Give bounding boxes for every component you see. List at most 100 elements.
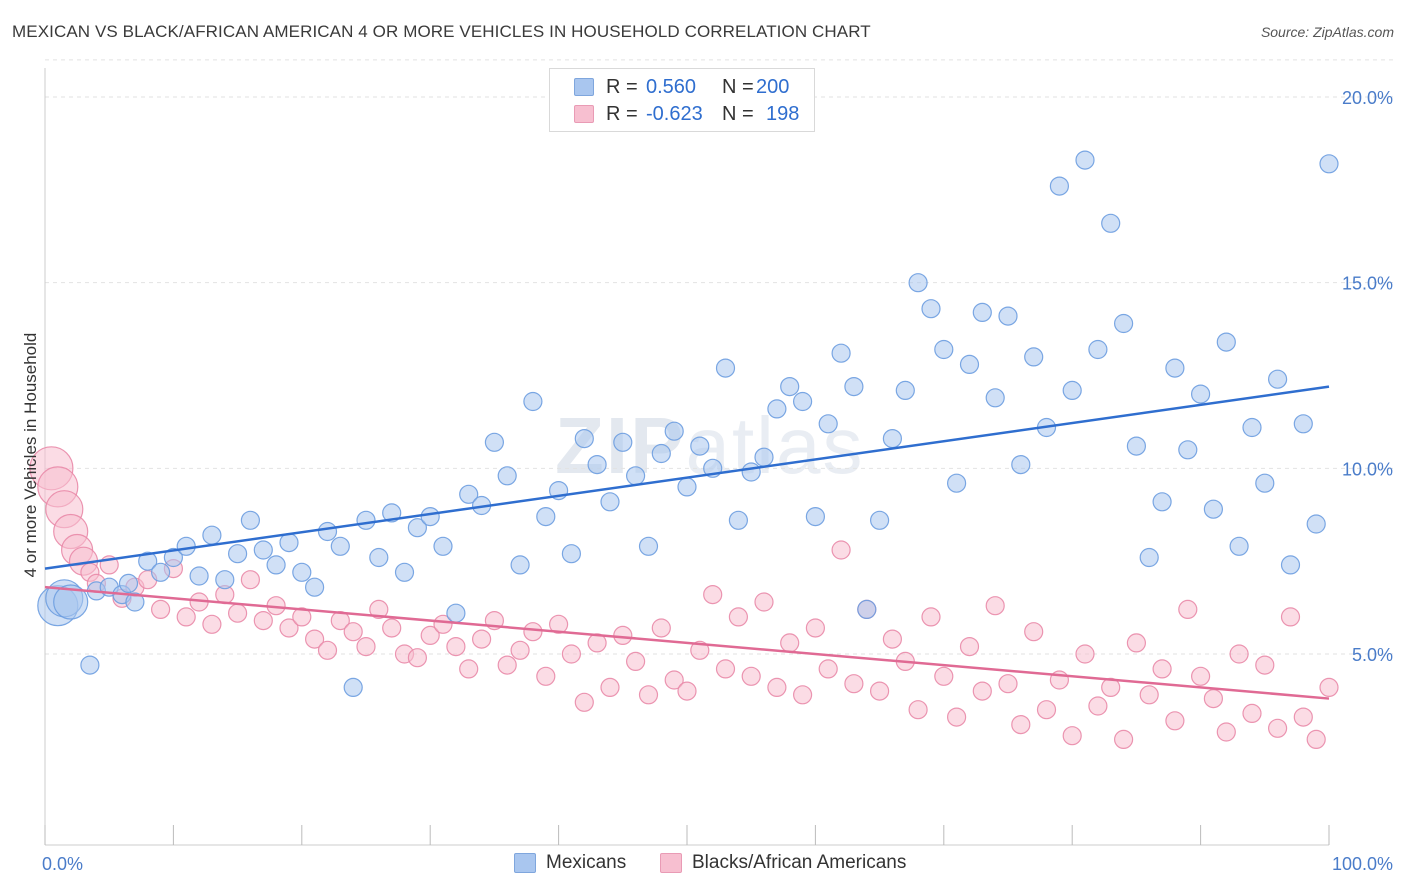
legend-swatch-blacks — [660, 853, 682, 873]
blacks-point — [1088, 696, 1108, 716]
source-note: Source: ZipAtlas.com — [1260, 24, 1394, 40]
blacks-point — [921, 607, 941, 627]
mexicans-point — [1101, 213, 1121, 233]
mexicans-point — [1203, 499, 1224, 519]
blacks-point — [548, 614, 569, 634]
mexicans-point — [574, 429, 594, 449]
mexicans-point — [305, 577, 325, 597]
mexicans-point — [600, 492, 620, 512]
mexicans-point — [767, 399, 787, 419]
mexicans-point — [1113, 313, 1134, 334]
blacks-point — [574, 692, 594, 712]
mexicans-point — [1139, 547, 1159, 568]
mexicans-point — [317, 521, 338, 542]
mexicans-point — [882, 429, 903, 449]
blacks-point — [1267, 718, 1288, 738]
mexicans-point — [536, 506, 556, 527]
legend-swatch-blacks — [574, 105, 594, 123]
mexicans-point — [1088, 339, 1108, 360]
mexicans-point — [869, 510, 890, 530]
blacks-point — [1255, 655, 1275, 675]
blacks-point — [613, 625, 633, 646]
legend-r-label: R = — [606, 102, 638, 125]
legend-row-mexicans: R = 0.560 N = 200 — [574, 75, 789, 99]
blacks-point — [998, 674, 1018, 694]
mexicans-point — [266, 555, 286, 575]
mexicans-point — [921, 299, 941, 319]
legend-row-blacks: R = -0.623 N = 198 — [574, 102, 799, 126]
grid — [45, 59, 1394, 655]
mexicans-point — [638, 536, 659, 556]
blacks-point — [1242, 703, 1262, 724]
mexicans-point — [690, 436, 710, 456]
blacks-point — [831, 540, 851, 560]
blacks-point — [1075, 644, 1095, 664]
mexicans-point — [715, 358, 736, 378]
y-tick-label: 10.0% — [1342, 459, 1393, 479]
mexicans-point — [118, 573, 139, 594]
series-legend: Mexicans Blacks/African Americans — [0, 852, 1406, 876]
mexicans-point — [959, 354, 980, 374]
mexicans-trend-line — [44, 385, 1330, 570]
blacks-point — [446, 636, 466, 657]
blacks-point — [1178, 599, 1198, 620]
blacks-point — [151, 599, 171, 620]
blacks-point — [561, 644, 582, 664]
mexicans-point — [1165, 358, 1185, 378]
blacks-point — [343, 622, 363, 642]
mexicans-point — [330, 536, 350, 556]
blacks-point — [1280, 607, 1301, 627]
mexicans-point — [754, 447, 774, 467]
blacks-point — [638, 685, 659, 705]
mexicans-point — [805, 506, 826, 527]
mexicans-point — [651, 443, 671, 464]
mexicans-point — [215, 570, 235, 590]
blacks-point — [407, 648, 427, 668]
axis-labels: 5.0% 10.0% 15.0% 20.0% 0.0% 100.0% 4 or more V… — [21, 88, 1393, 874]
correlation-legend: R = 0.560 N = 200 R = -0.623 N = 198 — [549, 68, 815, 132]
blacks-point — [934, 666, 954, 686]
blacks-point — [1229, 644, 1249, 664]
mexicans-point — [369, 547, 389, 568]
mexicans-point — [1280, 555, 1301, 575]
legend-swatch-mexicans — [514, 853, 536, 873]
legend-r-value: -0.623 — [646, 102, 703, 125]
blacks-point — [1062, 726, 1082, 746]
mexicans-point — [433, 536, 453, 556]
blacks-point — [1152, 659, 1172, 679]
mexicans-point — [895, 380, 915, 400]
mexicans-point — [176, 536, 196, 556]
legend-item-mexicans[interactable]: Mexicans — [514, 852, 626, 874]
y-tick-label: 20.0% — [1342, 88, 1393, 108]
blacks-point — [959, 636, 980, 657]
mexicans-point — [1267, 369, 1288, 389]
mexicans-point — [1178, 440, 1198, 460]
legend-n-label: N = — [722, 75, 754, 98]
blacks-point — [228, 603, 248, 623]
mexicans-point — [1024, 347, 1044, 367]
mexicans-point — [202, 525, 222, 545]
legend-swatch-mexicans — [574, 78, 594, 96]
mexicans-point — [1011, 455, 1031, 475]
blacks-point — [600, 677, 620, 698]
mexicans-point — [1216, 332, 1236, 352]
blacks-point — [1216, 722, 1236, 742]
legend-n-label: N = — [722, 102, 754, 125]
mexicans-point — [459, 484, 479, 504]
mexicans-point — [279, 532, 299, 553]
blacks-point — [625, 651, 646, 672]
blacks-point — [536, 666, 556, 686]
legend-label-mexicans: Mexicans — [546, 852, 627, 873]
blacks-point — [780, 633, 800, 653]
legend-item-blacks[interactable]: Blacks/African Americans — [660, 852, 906, 874]
blacks-point — [510, 640, 530, 660]
mexicans-point — [831, 343, 851, 363]
mexicans-point — [1190, 384, 1211, 404]
y-axis-title: 4 or more Vehicles in Household — [21, 333, 40, 578]
mexicans-point — [1306, 514, 1326, 534]
blacks-point — [292, 607, 312, 627]
blacks-point — [664, 670, 684, 690]
mexicans-point — [80, 655, 100, 675]
blacks-point — [985, 596, 1005, 616]
blacks-point — [472, 629, 492, 649]
